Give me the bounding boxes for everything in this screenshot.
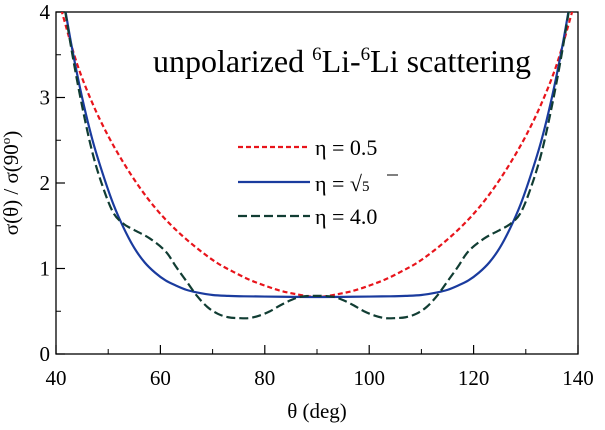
legend: η = 0.5 η = √5 η = 4.0 (238, 135, 398, 229)
y-axis-label-close: ) (0, 131, 23, 138)
legend-label-eta-sqrt5-radicand: 5 (362, 179, 370, 195)
legend-item-eta-4-0: η = 4.0 (238, 204, 377, 229)
legend-label-eta-0-5-value: 0.5 (350, 135, 378, 160)
chart-title-prefix: unpolarized (153, 43, 312, 79)
legend-item-eta-sqrt5: η = √5 (238, 171, 398, 196)
series-line-2 (64, 12, 570, 320)
x-tick-label: 100 (353, 366, 385, 390)
x-tick-label: 60 (150, 366, 171, 390)
y-axis-label-sup: o (0, 138, 13, 145)
x-tick-label: 140 (562, 366, 594, 390)
legend-label-eta-4-0-value: 4.0 (350, 204, 378, 229)
x-axis-ticks: 40 60 80 100 120 140 (46, 345, 594, 390)
sqrt-symbol: √ (350, 171, 363, 196)
y-axis-ticks: 0 1 2 3 4 (40, 0, 65, 366)
series-line-1 (64, 12, 570, 299)
chart-title-mid: Li- (322, 43, 361, 79)
chart-title-sup-2: 6 (361, 44, 371, 65)
chart-title-sup-1: 6 (312, 44, 322, 65)
chart-title: unpolarized 6Li-6Li scattering (153, 43, 531, 79)
x-tick-label: 120 (458, 366, 490, 390)
legend-label-eta-sqrt5: η = √5 (315, 171, 370, 196)
y-tick-label: 3 (40, 86, 51, 110)
y-axis-label: σ(θ) / σ(90o) (0, 131, 23, 236)
chart-title-suffix: Li scattering (370, 43, 531, 79)
legend-label-eta-sqrt5-prefix: η = (315, 171, 350, 196)
legend-label-eta-0-5: η = 0.5 (315, 135, 377, 160)
y-axis-label-main: σ(θ) / σ(90 (0, 144, 23, 235)
y-tick-label: 1 (40, 257, 51, 281)
x-tick-label: 80 (254, 366, 275, 390)
x-tick-label: 40 (46, 366, 67, 390)
x-axis-label: θ (deg) (287, 399, 347, 423)
y-tick-label: 2 (40, 171, 51, 195)
y-tick-label: 0 (40, 342, 51, 366)
legend-label-eta-0-5-prefix: η = (315, 135, 350, 160)
legend-label-eta-4-0-prefix: η = (315, 204, 350, 229)
legend-item-eta-0-5: η = 0.5 (238, 135, 377, 160)
y-tick-label: 4 (40, 0, 51, 24)
legend-label-eta-4-0: η = 4.0 (315, 204, 377, 229)
series-layer (60, 12, 574, 320)
